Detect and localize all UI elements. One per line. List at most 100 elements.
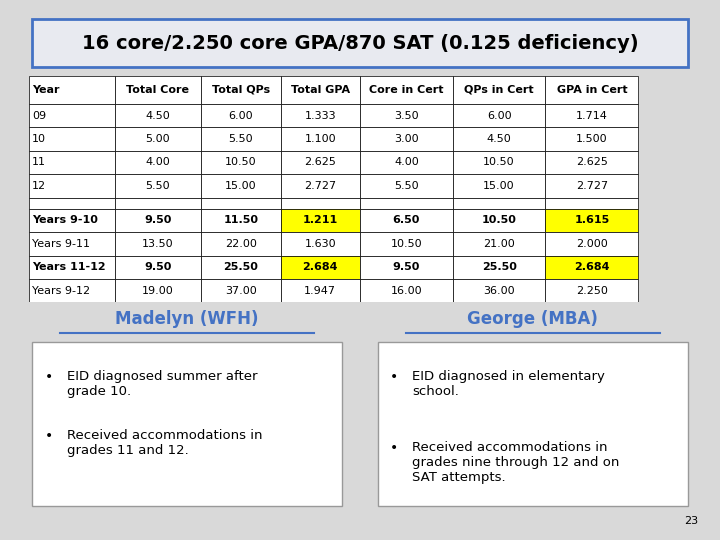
Text: 4.00: 4.00 [394,158,419,167]
Bar [115,232,201,255]
Text: 19.00: 19.00 [142,286,174,296]
Text: •: • [45,370,53,384]
Bar [546,76,638,104]
Text: 1.947: 1.947 [305,286,336,296]
Bar [360,151,453,174]
Text: Years 9-10: Years 9-10 [32,215,98,225]
Bar [360,255,453,279]
Text: •: • [45,429,53,443]
Bar [453,209,546,232]
Text: 3.00: 3.00 [394,134,419,144]
Text: 2.684: 2.684 [302,262,338,272]
Bar [546,232,638,255]
Text: 23: 23 [684,516,698,526]
Text: 15.00: 15.00 [225,181,256,191]
Text: 11: 11 [32,158,46,167]
Text: 25.50: 25.50 [482,262,516,272]
Bar [360,232,453,255]
Text: 4.50: 4.50 [487,134,511,144]
Bar [281,209,360,232]
Text: 9.50: 9.50 [144,215,171,225]
Text: Years 9-12: Years 9-12 [32,286,90,296]
Text: 12: 12 [32,181,46,191]
Text: •: • [390,441,398,455]
Bar [281,174,360,198]
Text: 1.500: 1.500 [576,134,608,144]
Text: 1.615: 1.615 [575,215,609,225]
Text: 15.00: 15.00 [483,181,515,191]
Bar [201,232,281,255]
Text: 9.50: 9.50 [144,262,171,272]
Text: 9.50: 9.50 [392,262,420,272]
Text: 2.625: 2.625 [305,158,336,167]
Text: Years 9-11: Years 9-11 [32,239,90,249]
Bar [29,232,115,255]
Bar [115,104,201,127]
Bar [29,76,115,104]
Text: 22.00: 22.00 [225,239,257,249]
Bar [281,198,360,209]
Text: QPs in Cert: QPs in Cert [464,85,534,95]
Text: EID diagnosed in elementary
school.: EID diagnosed in elementary school. [413,370,606,399]
Text: 10.50: 10.50 [225,158,256,167]
Text: 1.630: 1.630 [305,239,336,249]
Text: George (MBA): George (MBA) [467,310,598,328]
Bar [115,255,201,279]
Bar [360,174,453,198]
Bar [115,198,201,209]
Text: Year: Year [32,85,60,95]
Text: •: • [390,370,398,384]
FancyBboxPatch shape [377,342,688,506]
Bar [360,279,453,302]
Bar [201,127,281,151]
Text: 6.00: 6.00 [228,111,253,120]
Bar [201,104,281,127]
Bar [281,255,360,279]
Text: Years 11-12: Years 11-12 [32,262,106,272]
Bar [546,127,638,151]
Bar [201,174,281,198]
Text: 6.50: 6.50 [392,215,420,225]
Text: 16.00: 16.00 [390,286,422,296]
Bar [453,279,546,302]
Text: EID diagnosed summer after
grade 10.: EID diagnosed summer after grade 10. [67,370,257,399]
Bar [360,76,453,104]
Bar [453,76,546,104]
Text: Total GPA: Total GPA [291,85,350,95]
Text: 2.000: 2.000 [576,239,608,249]
Text: 10.50: 10.50 [482,215,516,225]
Text: 5.00: 5.00 [145,134,171,144]
Text: Total Core: Total Core [127,85,189,95]
Bar [115,279,201,302]
Text: 10.50: 10.50 [483,158,515,167]
Bar [281,104,360,127]
Text: 16 core/2.250 core GPA/870 SAT (0.125 deficiency): 16 core/2.250 core GPA/870 SAT (0.125 de… [81,33,639,53]
Text: 1.333: 1.333 [305,111,336,120]
Text: 5.50: 5.50 [228,134,253,144]
Bar [360,198,453,209]
Bar [201,255,281,279]
Bar [453,104,546,127]
Bar [29,209,115,232]
Bar [360,209,453,232]
Text: 3.50: 3.50 [394,111,419,120]
Text: 2.625: 2.625 [576,158,608,167]
Bar [546,279,638,302]
Bar [281,279,360,302]
Bar [201,209,281,232]
Bar [201,76,281,104]
Bar [29,151,115,174]
Text: 1.100: 1.100 [305,134,336,144]
Bar [115,76,201,104]
Text: 2.727: 2.727 [304,181,336,191]
Text: 1.211: 1.211 [302,215,338,225]
Bar [360,104,453,127]
Bar [29,174,115,198]
Text: Madelyn (WFH): Madelyn (WFH) [115,310,259,328]
Bar [453,255,546,279]
Bar [29,104,115,127]
Text: 11.50: 11.50 [223,215,258,225]
Bar [115,151,201,174]
Text: Received accommodations in
grades 11 and 12.: Received accommodations in grades 11 and… [67,429,262,457]
Text: 6.00: 6.00 [487,111,511,120]
